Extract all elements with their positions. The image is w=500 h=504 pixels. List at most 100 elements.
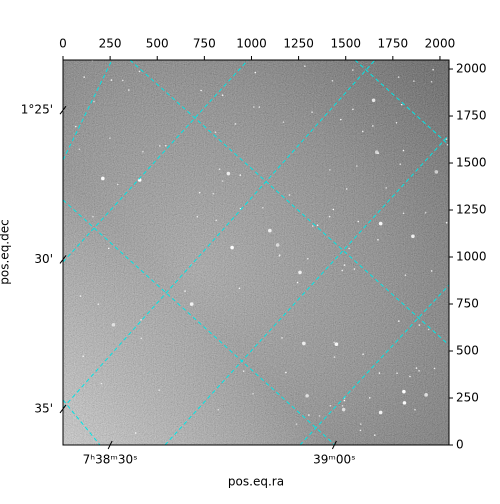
star xyxy=(238,287,241,290)
star xyxy=(378,372,381,374)
star xyxy=(97,303,100,305)
star xyxy=(348,247,350,250)
star xyxy=(430,80,433,83)
star xyxy=(345,188,348,190)
star xyxy=(318,415,321,417)
star xyxy=(430,270,433,272)
star xyxy=(78,148,81,151)
star xyxy=(253,106,255,108)
star xyxy=(282,121,285,123)
star xyxy=(385,187,387,189)
x-tick-label: 500 xyxy=(146,37,169,51)
star xyxy=(184,290,186,292)
star xyxy=(296,281,299,284)
y-tick-label: 0 xyxy=(456,438,464,452)
star xyxy=(305,393,309,398)
star xyxy=(198,191,201,194)
star xyxy=(402,212,405,215)
star xyxy=(79,295,82,297)
ra-tick xyxy=(331,440,337,450)
star xyxy=(328,215,331,218)
star xyxy=(268,228,272,233)
star xyxy=(446,143,449,146)
star xyxy=(377,238,379,241)
star xyxy=(121,79,124,82)
star xyxy=(215,219,217,222)
dec-tick-label: 30' xyxy=(34,252,53,266)
star xyxy=(329,404,332,407)
dec-tick xyxy=(59,404,67,414)
star xyxy=(341,405,344,407)
star xyxy=(372,125,374,127)
star xyxy=(433,367,436,370)
star xyxy=(402,401,407,405)
star xyxy=(134,432,137,434)
star xyxy=(189,302,194,306)
coordinate-grid xyxy=(63,60,449,445)
y-tick-label: 250 xyxy=(456,391,479,405)
y-tick-label: 1500 xyxy=(456,156,487,170)
star xyxy=(371,98,376,103)
star xyxy=(254,71,257,74)
image xyxy=(63,60,449,445)
y-tick-label: 500 xyxy=(456,344,479,358)
star xyxy=(352,108,354,111)
star xyxy=(413,80,415,82)
star xyxy=(341,407,346,412)
star xyxy=(434,170,439,174)
star xyxy=(427,328,430,331)
y-tick-label: 1000 xyxy=(456,250,487,264)
star xyxy=(359,429,362,432)
star xyxy=(399,163,402,165)
star xyxy=(159,145,161,147)
star xyxy=(302,341,306,346)
star xyxy=(415,367,418,369)
ra-tick xyxy=(107,440,113,450)
x-axis-label: pos.eq.ra xyxy=(228,475,284,489)
star xyxy=(352,69,354,71)
star xyxy=(142,150,144,153)
y-tick-label: 1750 xyxy=(456,109,487,123)
star xyxy=(217,408,220,411)
y-tick-label: 2000 xyxy=(456,62,487,76)
star xyxy=(361,130,364,133)
x-tick-label: 0 xyxy=(59,37,67,51)
star xyxy=(359,423,362,425)
star xyxy=(311,225,314,227)
star xyxy=(402,389,406,394)
star xyxy=(288,194,291,196)
star xyxy=(200,89,202,92)
star xyxy=(343,264,346,266)
star xyxy=(397,76,400,78)
star xyxy=(333,341,335,344)
star xyxy=(424,393,428,397)
star xyxy=(258,106,261,108)
star xyxy=(357,220,360,223)
star xyxy=(111,323,116,327)
star xyxy=(158,389,160,391)
star xyxy=(341,269,344,272)
star xyxy=(83,76,86,78)
star xyxy=(138,70,141,73)
star xyxy=(196,215,199,218)
y-axis-label: pos.eq.dec xyxy=(0,219,12,284)
star xyxy=(140,319,142,321)
star xyxy=(75,125,77,128)
star xyxy=(221,94,224,96)
star xyxy=(374,150,379,154)
x-tick-label: 1500 xyxy=(330,37,361,51)
star xyxy=(218,168,221,170)
star xyxy=(340,118,342,121)
axes-frame xyxy=(62,59,450,446)
star xyxy=(424,211,427,214)
star xyxy=(432,68,434,71)
star xyxy=(311,111,313,113)
star xyxy=(116,183,119,186)
dec-tick-label: 1°25' xyxy=(21,103,53,117)
ra-tick-label: 7ʰ38ᵐ30ˢ xyxy=(83,453,138,467)
star xyxy=(82,355,85,358)
star xyxy=(418,370,420,372)
star xyxy=(362,353,364,355)
star xyxy=(334,342,339,346)
